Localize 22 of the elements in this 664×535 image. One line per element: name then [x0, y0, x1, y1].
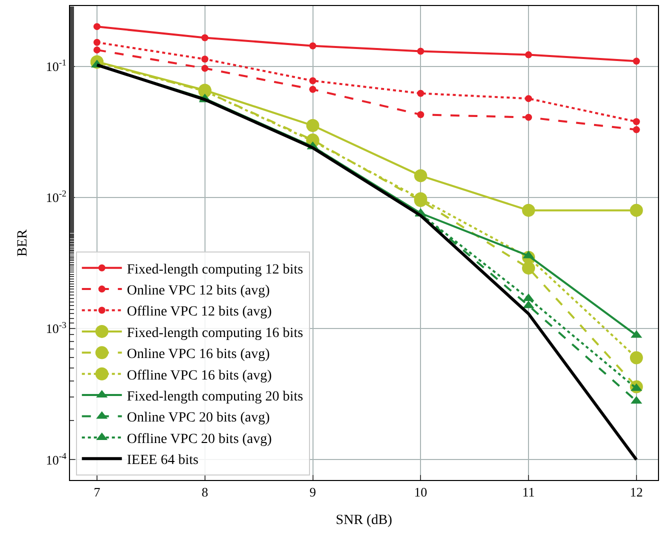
x-tick-label: 8	[202, 484, 208, 500]
legend-label: Online VPC 16 bits (avg)	[126, 347, 270, 362]
legend-label: Fixed-length computing 12 bits	[126, 262, 304, 278]
x-axis-title: SNR (dB)	[336, 512, 393, 528]
legend-label: Offline VPC 20 bits (avg)	[126, 432, 272, 447]
x-tick-label: 12	[630, 484, 643, 500]
y-tick-label: 10$^{-1}$	[46, 58, 66, 74]
y-tick-label: 10$^{-4}$	[46, 450, 67, 468]
legend-label: Fixed-length computing 20 bits	[126, 390, 304, 405]
legend-label: Offline VPC 12 bits (avg)	[126, 304, 272, 320]
x-tick-label: 9	[310, 484, 316, 500]
y-axis-title: BER	[15, 228, 30, 257]
x-tick-label: 7	[94, 484, 101, 500]
legend-label: Offline VPC 16 bits (avg)	[126, 368, 272, 384]
y-tick-label: 10$^{-3}$	[46, 320, 67, 336]
x-tick-label: 11	[522, 484, 535, 500]
x-tick-label: 10	[414, 484, 428, 500]
y-tick-label: 10$^{-2}$	[46, 188, 67, 206]
legend-label: Online VPC 20 bits (avg)	[126, 410, 270, 426]
legend-label: Fixed-length computing 16 bits	[126, 326, 304, 341]
legend-label: IEEE 64 bits	[126, 453, 198, 468]
legend-label: Online VPC 12 bits (avg)	[126, 284, 270, 299]
